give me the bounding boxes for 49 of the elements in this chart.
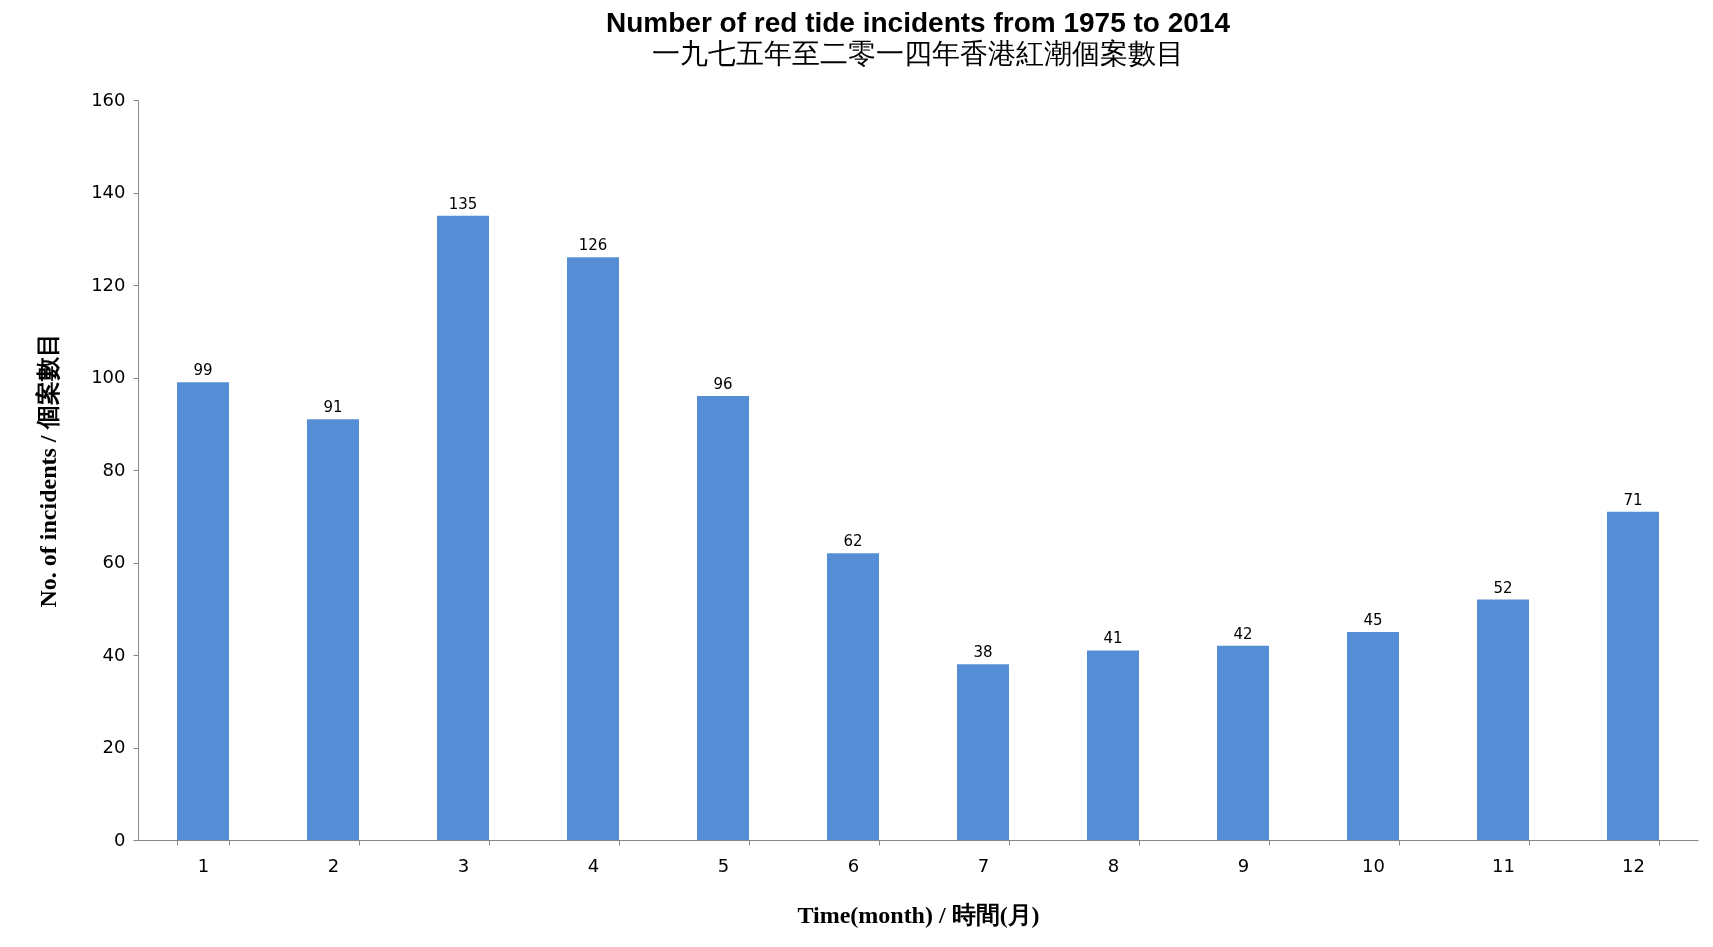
data-label: 52: [1493, 578, 1513, 597]
y-tick-label: 140: [91, 181, 126, 202]
x-tick-label: 10: [1362, 854, 1385, 876]
bar: [1607, 511, 1659, 840]
x-tick-label: 7: [977, 854, 990, 876]
bar: [1347, 631, 1399, 840]
x-tick-label: 2: [327, 854, 340, 876]
x-tick-label: 4: [587, 854, 600, 876]
x-axis-title: Time(month) / 時間(月): [797, 901, 1040, 928]
x-tick-label: 5: [717, 854, 730, 876]
y-tick-label: 120: [91, 273, 126, 295]
data-label: 41: [1103, 629, 1123, 648]
bar: [957, 664, 1009, 840]
y-tick-label: 40: [102, 643, 126, 665]
bar: [827, 553, 879, 840]
data-label: 42: [1233, 624, 1253, 643]
data-label: 99: [193, 361, 213, 380]
data-label: 96: [713, 375, 733, 393]
bar: [697, 396, 749, 840]
bar: [177, 382, 229, 840]
chart-title: Number of red tide incidents from 1975 to 2014: [606, 7, 1231, 38]
bar: [1477, 599, 1529, 840]
bar: [567, 257, 619, 840]
bar: [307, 419, 359, 840]
chart-subtitle: 一九七五年至二零一四年香港紅潮個案數目: [652, 38, 1184, 69]
x-tick-label: 8: [1107, 854, 1120, 876]
x-tick-label: 9: [1237, 854, 1250, 876]
y-tick-label: 0: [114, 828, 126, 850]
bar: [1087, 650, 1139, 840]
bar: [437, 215, 489, 840]
x-tick-label: 3: [457, 854, 470, 876]
y-tick-label: 60: [102, 551, 126, 572]
data-label: 135: [448, 194, 478, 213]
y-tick-label: 80: [102, 458, 126, 480]
data-label: 45: [1363, 610, 1383, 629]
data-label: 126: [578, 236, 608, 255]
y-tick-label: 160: [91, 88, 126, 110]
y-tick-label: 100: [91, 366, 126, 387]
x-tick-label: 1: [197, 854, 210, 876]
y-axis-title: No. of incidents / 個案數目: [34, 333, 62, 608]
x-tick-label: 11: [1492, 854, 1515, 876]
y-tick-label: 20: [102, 736, 126, 757]
x-tick-label: 12: [1622, 854, 1645, 876]
data-label: 71: [1623, 490, 1643, 509]
x-tick-label: 6: [847, 854, 860, 876]
data-label: 91: [323, 398, 343, 417]
data-label: 62: [843, 532, 863, 551]
data-label: 38: [973, 643, 993, 662]
bar: [1217, 645, 1269, 840]
